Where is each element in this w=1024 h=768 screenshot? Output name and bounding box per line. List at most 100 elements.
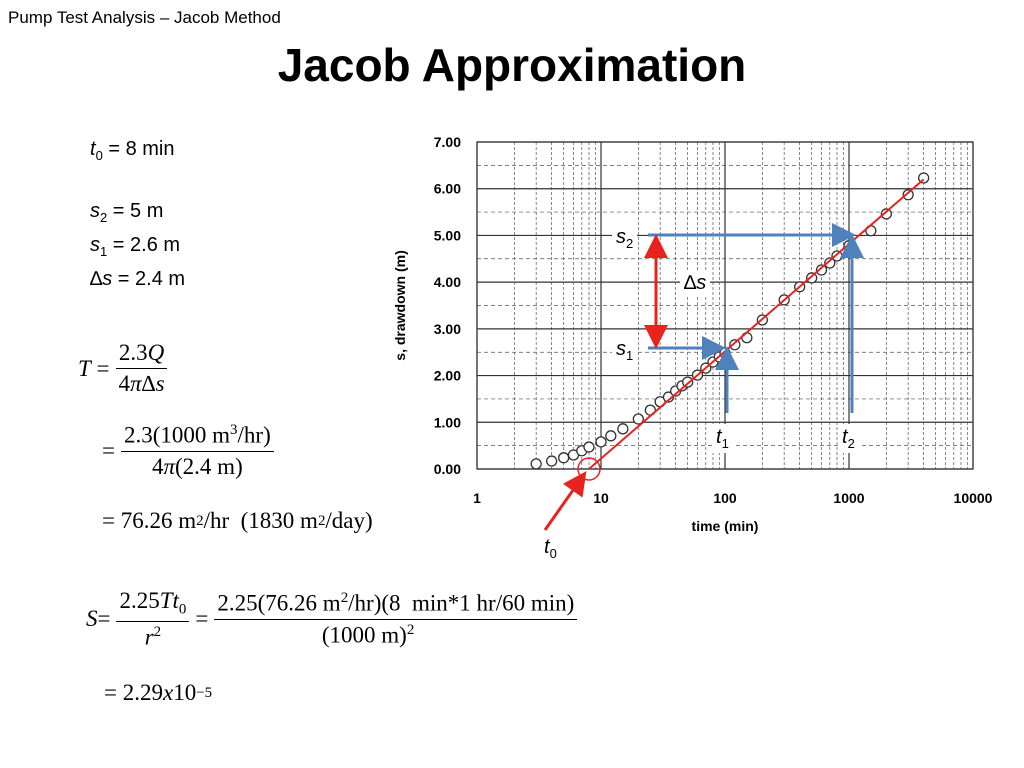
text: ∆	[90, 268, 103, 290]
sup: −5	[196, 684, 213, 701]
annotation-arrow	[543, 471, 587, 531]
sub: 0	[549, 546, 557, 561]
annotation-t0: t0	[540, 534, 561, 563]
text: =	[96, 355, 110, 381]
var: s	[102, 268, 113, 290]
text: 10	[173, 680, 197, 705]
var: r	[144, 624, 154, 650]
text: 4	[118, 371, 131, 396]
sub: 1	[721, 436, 729, 451]
var: t	[842, 426, 848, 448]
var: x	[162, 680, 174, 705]
plot-frame	[476, 141, 974, 470]
text: /hr (1830 m	[203, 508, 318, 533]
text: 2.25	[119, 588, 160, 613]
sup: 2	[317, 512, 326, 529]
y-tick-label: 0.00	[434, 461, 461, 477]
data-point	[530, 458, 542, 470]
text: = 8 min	[102, 138, 175, 160]
text: 2.3	[118, 340, 148, 365]
text: ∆	[684, 272, 697, 294]
var: t	[544, 536, 550, 558]
data-point	[583, 441, 595, 453]
var: Tt	[159, 588, 179, 613]
var: s	[90, 234, 100, 256]
var: S	[86, 606, 98, 632]
annotation-s2: s2	[612, 224, 638, 253]
sub: 0	[95, 148, 103, 163]
var: s	[616, 338, 626, 360]
text: (1000 m)	[321, 622, 407, 648]
data-point	[815, 264, 828, 276]
var: t	[90, 138, 96, 160]
sup: 2	[196, 512, 204, 529]
sub: 2	[626, 236, 634, 251]
eq-t-sub: = 2.3(1000 m3/hr) 4π(2.4 m)	[102, 422, 280, 480]
text: = 76.26 m	[102, 508, 197, 533]
sup: 3	[230, 422, 238, 438]
text: =	[97, 606, 111, 632]
text: /day)	[325, 508, 373, 533]
text: = 5 m	[107, 200, 164, 222]
text: = 2.6 m	[107, 234, 181, 256]
var: π∆s	[130, 371, 165, 396]
var: s	[90, 200, 100, 222]
data-point	[902, 189, 914, 201]
text: /hr)(8 min*1 hr/60 min)	[348, 590, 575, 616]
y-tick-label: 6.00	[434, 181, 461, 197]
x-tick-label: 10	[593, 490, 609, 506]
var: s	[616, 226, 626, 248]
eq-s-res: = 2.29 x 10 −5	[104, 680, 212, 706]
text: = 2.29	[104, 680, 163, 705]
x-tick-label: 100	[713, 490, 737, 506]
slide-title: Jacob Approximation	[277, 39, 747, 91]
annotation-circle	[577, 457, 601, 481]
eq-s-def: S = 2.25Tt0 r2 = 2.25(76.26 m2/hr)(8 min*1…	[86, 588, 583, 650]
given-s2: s2 = 5 m	[90, 200, 163, 225]
data-point	[558, 452, 570, 464]
var: t	[716, 426, 722, 448]
text: 4	[151, 453, 164, 479]
var: π	[163, 453, 176, 479]
x-axis-label: time (min)	[692, 518, 759, 534]
var: Q	[147, 340, 165, 365]
x-tick-label: 10000	[954, 490, 993, 506]
text: =	[102, 437, 115, 463]
x-tick-label: 1000	[833, 490, 864, 506]
y-tick-label: 7.00	[434, 134, 461, 150]
sup: 2	[406, 621, 415, 638]
fit-line	[588, 178, 925, 470]
given-s1: s1 = 2.6 m	[90, 234, 180, 259]
sup: 2	[340, 589, 349, 606]
data-point	[632, 413, 644, 425]
data-point	[605, 430, 617, 442]
text: 2.25(76.26 m	[217, 590, 341, 616]
eq-t-def: T = 2.3Q 4π∆s	[78, 340, 174, 397]
annotation-t1: t1	[712, 424, 733, 453]
data-point	[880, 208, 892, 220]
data-point	[595, 436, 607, 448]
text: = 2.4 m	[112, 268, 186, 290]
text: /hr)	[237, 422, 271, 448]
sub: 1	[626, 348, 634, 363]
sub: 2	[847, 436, 855, 451]
text: 2.3(1000 m	[123, 422, 231, 448]
var: s	[696, 272, 707, 294]
data-point	[546, 455, 558, 467]
y-tick-label: 4.00	[434, 274, 461, 290]
var: T	[78, 355, 91, 381]
sub: 2	[100, 210, 108, 225]
text: (2.4 m)	[175, 453, 243, 479]
text: =	[195, 606, 209, 632]
annotation-ds: ∆s	[680, 270, 711, 297]
sub: 0	[178, 601, 187, 618]
data-point	[824, 257, 836, 269]
sup: 2	[153, 623, 162, 640]
y-axis-label: s, drawdown (m)	[392, 250, 408, 360]
slide-subtitle: Pump Test Analysis – Jacob Method	[8, 8, 281, 27]
eq-t-res: = 76.26 m 2/hr (1830 m 2/day)	[102, 508, 373, 534]
sub: 1	[100, 244, 108, 259]
annotation-t2: t2	[838, 424, 859, 453]
